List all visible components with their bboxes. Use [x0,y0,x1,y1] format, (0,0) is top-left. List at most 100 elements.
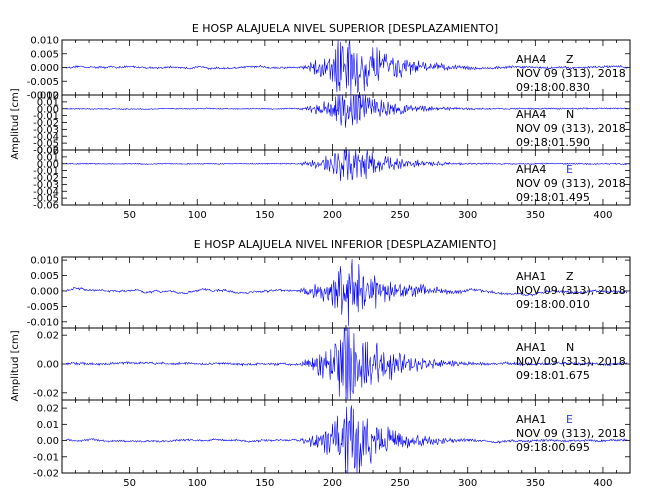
x-tick-label: 250 [391,478,410,489]
y-tick-label: 0.010 [30,256,59,267]
x-tick-label: 50 [123,210,136,221]
x-tick-label: 350 [526,478,545,489]
panel-0-2: 0.020.010.00-0.01-0.02-0.03-0.04-0.05-0.… [33,146,631,212]
y-tick-label: 0.00 [37,436,59,447]
station-name: AHA4 [516,108,546,121]
y-tick-label: 0.010 [30,36,59,47]
station-name: AHA1 [516,341,546,354]
lower-y-axis-label: Amplitud [cm] [10,330,21,401]
x-tick-label: 100 [188,478,207,489]
x-tick-label: 300 [458,478,477,489]
y-tick-label: 0.02 [37,91,59,102]
x-tick-label: 150 [255,210,274,221]
component-label: N [566,108,574,121]
y-tick-label: -0.06 [33,146,59,157]
y-tick-label: -0.04 [33,132,59,143]
waveform-series [65,258,628,327]
y-tick-label: 0.000 [30,286,59,297]
component-label: Z [566,270,574,283]
component-label: E [566,163,573,176]
x-tick-label: 400 [593,478,612,489]
record-date: NOV 09 (313), 2018 [516,284,626,297]
y-tick-label: -0.010 [27,91,59,102]
y-tick-label: 0.005 [30,271,59,282]
component-label: Z [566,53,574,66]
record-date: NOV 09 (313), 2018 [516,177,626,190]
x-tick-label: 100 [188,210,207,221]
x-tick-label: 350 [526,210,545,221]
record-time: 09:18:01.675 [516,369,590,382]
record-time: 09:18:01.495 [516,191,590,204]
y-tick-label: -0.06 [33,201,59,212]
record-date: NOV 09 (313), 2018 [516,122,626,135]
y-tick-label: 0.01 [37,97,59,108]
station-name: AHA1 [516,413,546,426]
y-tick-label: -0.01 [33,166,59,177]
y-tick-label: -0.01 [33,452,59,463]
y-tick-label: 0.02 [37,331,59,342]
y-tick-label: 0.00 [37,360,59,371]
station-name: AHA4 [516,163,546,176]
y-tick-label: -0.04 [33,187,59,198]
waveform-series [65,39,628,96]
x-tick-label: 300 [458,210,477,221]
y-tick-label: 0.00 [37,159,59,170]
x-tick-label: 250 [391,210,410,221]
waveform-series [66,148,628,182]
y-tick-label: 0.00 [37,104,59,115]
y-tick-label: -0.005 [27,77,59,88]
upper-chart-title: E HOSP ALAJUELA NIVEL SUPERIOR [DESPLAZA… [192,22,498,35]
y-tick-label: -0.01 [33,111,59,122]
record-date: NOV 09 (313), 2018 [516,427,626,440]
y-tick-label: -0.02 [33,469,59,480]
component-label: N [566,341,574,354]
upper-y-axis-label: Amplitud [cm] [10,88,21,159]
record-time: 09:18:00.830 [516,81,590,94]
record-time: 09:18:00.695 [516,441,590,454]
x-tick-label: 200 [323,210,342,221]
y-tick-label: 0.005 [30,49,59,60]
x-tick-label: 150 [255,478,274,489]
y-tick-label: 0.01 [37,152,59,163]
x-tick-label: 400 [593,210,612,221]
record-time: 09:18:01.590 [516,136,590,149]
y-tick-label: -0.02 [33,118,59,129]
y-tick-label: -0.05 [33,139,59,150]
y-tick-label: -0.03 [33,125,59,136]
station-name: AHA4 [516,53,546,66]
y-tick-label: -0.05 [33,194,59,205]
y-tick-label: -0.02 [33,388,59,399]
y-tick-label: 0.02 [37,404,59,415]
waveform-series [65,94,628,128]
station-name: AHA1 [516,270,546,283]
record-date: NOV 09 (313), 2018 [516,67,626,80]
y-tick-label: 0.02 [37,146,59,157]
y-tick-label: 0.000 [30,63,59,74]
y-tick-label: -0.02 [33,173,59,184]
y-tick-label: -0.005 [27,302,59,313]
panel-0-1: 0.020.010.00-0.01-0.02-0.03-0.04-0.05-0.… [33,91,631,157]
waveform-series [65,327,628,401]
y-tick-label: -0.010 [27,317,59,328]
record-time: 09:18:00.010 [516,298,590,311]
y-tick-label: -0.03 [33,180,59,191]
component-label: E [566,413,573,426]
record-date: NOV 09 (313), 2018 [516,355,626,368]
waveform-series [65,405,628,474]
x-tick-label: 200 [323,478,342,489]
y-tick-label: 0.01 [37,420,59,431]
